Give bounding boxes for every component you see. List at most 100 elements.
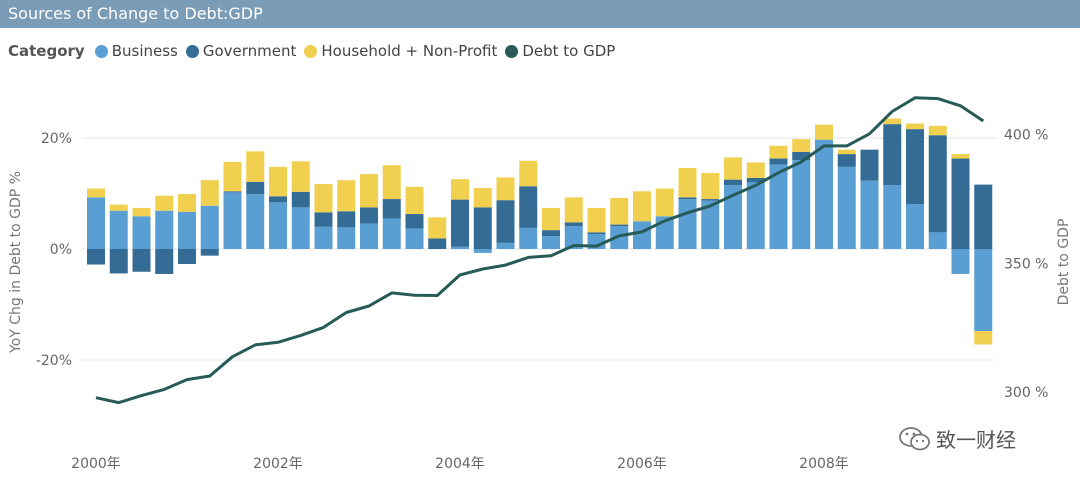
- bar-business: [542, 236, 560, 249]
- bar-household-non-profit: [223, 161, 242, 192]
- bar-business: [815, 139, 833, 249]
- legend-item-business[interactable]: Business: [94, 42, 178, 60]
- bar-government: [223, 191, 242, 193]
- bar-government: [109, 249, 128, 274]
- bar-government: [451, 199, 469, 247]
- bar-household-non-profit: [451, 179, 469, 200]
- bar-household-non-profit: [519, 160, 538, 187]
- bar-household-non-profit: [473, 187, 492, 208]
- y2-axis-title: Debt to GDP: [1056, 219, 1072, 306]
- bar-government: [132, 249, 151, 272]
- bar-business: [928, 232, 947, 249]
- bar-business: [610, 226, 629, 249]
- bar-household-non-profit: [269, 166, 287, 197]
- x-tick-label: 2000年: [71, 456, 121, 472]
- bar-government: [405, 214, 424, 229]
- bar-household-non-profit: [746, 162, 765, 178]
- legend-label-government: Government: [202, 42, 297, 60]
- watermark: 致一财经: [898, 424, 1016, 453]
- bar-government: [792, 151, 811, 161]
- bar-household-non-profit: [564, 197, 583, 223]
- bar-business: [109, 210, 128, 249]
- bar-household-non-profit: [633, 191, 651, 222]
- bar-household-non-profit: [542, 207, 560, 231]
- bar-government: [473, 207, 492, 249]
- legend-label-business: Business: [111, 42, 178, 60]
- bar-government: [883, 124, 902, 186]
- legend-item-government[interactable]: Government: [185, 42, 297, 60]
- bar-household-non-profit: [906, 123, 924, 130]
- bar-business: [792, 160, 811, 249]
- bar-government: [337, 211, 356, 228]
- business-swatch-icon: [94, 44, 108, 58]
- bar-government: [769, 158, 788, 165]
- bar-business: [633, 221, 651, 249]
- government-swatch-icon: [185, 44, 199, 58]
- bar-household-non-profit: [724, 157, 742, 180]
- wechat-icon: [899, 426, 930, 450]
- bar-household-non-profit: [337, 180, 356, 212]
- title-bar: Sources of Change to Debt:GDP: [0, 0, 1080, 28]
- chart-title: Sources of Change to Debt:GDP: [8, 4, 263, 23]
- bar-government: [678, 197, 697, 200]
- bar-government: [246, 181, 265, 195]
- y2-tick-label: 350 %: [1004, 256, 1048, 272]
- bar-business: [246, 194, 265, 249]
- legend-label-debt-to-gdp: Debt to GDP: [522, 42, 616, 60]
- debt-to-gdp-swatch-icon: [505, 44, 519, 58]
- bar-government: [974, 184, 993, 249]
- bar-business: [837, 166, 856, 249]
- household-swatch-icon: [304, 44, 318, 58]
- bar-business: [291, 207, 310, 249]
- y-tick-label: -20%: [36, 353, 72, 369]
- bar-government: [87, 249, 105, 265]
- bar-household-non-profit: [496, 177, 515, 201]
- bar-government: [178, 249, 196, 264]
- bar-business: [132, 216, 151, 249]
- bar-household-non-profit: [655, 188, 674, 217]
- bar-government: [360, 207, 378, 224]
- bar-government: [200, 249, 219, 256]
- bar-business: [678, 199, 697, 249]
- bar-household-non-profit: [769, 145, 788, 159]
- bar-government: [564, 222, 583, 227]
- bar-government: [428, 238, 447, 249]
- legend-item-household[interactable]: Household + Non-Profit: [304, 42, 497, 60]
- bar-government: [724, 179, 742, 186]
- bar-government: [291, 191, 310, 208]
- legend: Category Business Government Household +…: [8, 40, 623, 62]
- y-tick-label: 20%: [41, 131, 72, 147]
- bar-business: [564, 226, 583, 249]
- bar-government: [382, 199, 401, 219]
- bar-business: [337, 227, 356, 249]
- bar-business: [769, 164, 788, 249]
- y-axis-title: YoY Chg in Debt to GDP %: [8, 171, 24, 354]
- bar-household-non-profit: [291, 161, 310, 192]
- bar-business: [473, 249, 492, 253]
- watermark-text: 致一财经: [936, 428, 1016, 452]
- legend-item-debt-to-gdp[interactable]: Debt to GDP: [505, 42, 615, 60]
- bar-business: [451, 246, 469, 249]
- y-tick-label: 0%: [50, 242, 72, 258]
- bar-household-non-profit: [178, 194, 196, 212]
- bar-household-non-profit: [200, 180, 219, 206]
- bar-business: [405, 228, 424, 249]
- bar-government: [519, 186, 538, 228]
- bar-government: [906, 129, 924, 205]
- bar-household-non-profit: [155, 195, 174, 211]
- bar-government: [860, 149, 879, 181]
- bar-business: [382, 218, 401, 249]
- bar-household-non-profit: [815, 124, 833, 140]
- bar-business: [724, 185, 742, 249]
- legend-label-household: Household + Non-Profit: [321, 42, 498, 60]
- bar-business: [701, 200, 720, 249]
- bar-business: [155, 210, 174, 249]
- bar-government: [610, 224, 629, 227]
- bar-government: [542, 230, 560, 237]
- bar-household-non-profit: [587, 207, 606, 233]
- bar-business: [496, 242, 515, 249]
- bar-household-non-profit: [109, 204, 128, 211]
- bar-household-non-profit: [132, 207, 151, 217]
- bar-household-non-profit: [405, 186, 424, 215]
